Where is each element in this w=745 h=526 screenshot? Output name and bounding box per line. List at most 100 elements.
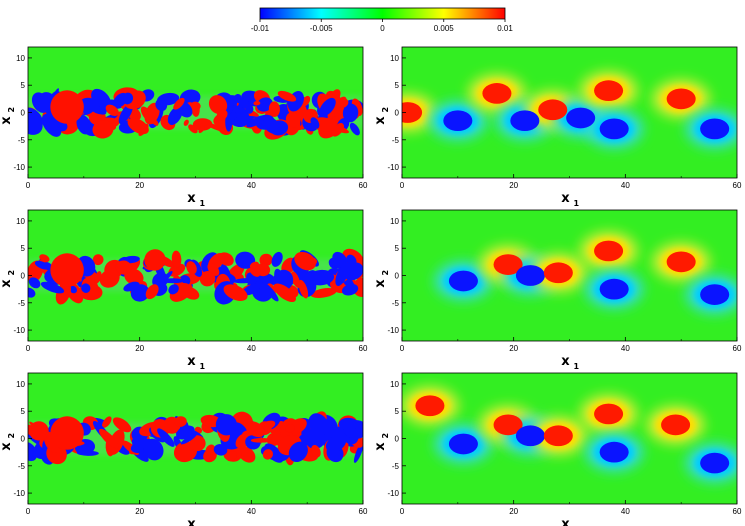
y-tick-label: 0	[395, 435, 400, 444]
y-axis-label: x	[0, 279, 14, 288]
x-tick-label: 40	[621, 507, 630, 516]
vorticity-blob	[288, 441, 308, 463]
vorticity-blob	[226, 451, 238, 462]
y-axis-label-subscript: 2	[381, 107, 390, 113]
vortex-core	[538, 99, 568, 121]
vortex-core	[661, 414, 691, 436]
vorticity-blob	[262, 282, 279, 302]
y-tick-label: 10	[390, 380, 399, 389]
y-tick-label: 10	[16, 380, 25, 389]
y-axis-label: x	[0, 442, 14, 451]
vorticity-blob	[310, 117, 320, 129]
y-tick-label: 10	[390, 217, 399, 226]
colorbar-tick-label: 0	[380, 24, 385, 33]
vorticity-blob	[31, 92, 50, 113]
y-axis-label: x	[0, 116, 14, 125]
vorticity-blob	[285, 424, 295, 433]
x-tick-label: 20	[509, 507, 518, 516]
vorticity-blob	[131, 438, 144, 453]
vorticity-blob	[263, 117, 280, 134]
vorticity-blob	[157, 428, 175, 447]
y-axis-label-group: x2	[373, 107, 390, 125]
x-tick-label: 60	[733, 181, 742, 190]
vortex-core	[448, 270, 478, 292]
vorticity-blob	[198, 125, 206, 134]
vorticity-blob	[28, 107, 43, 132]
vortex-core	[515, 265, 545, 286]
y-axis-label-group: x2	[373, 433, 390, 451]
vorticity-blob	[223, 284, 248, 301]
vorticity-blob	[208, 95, 228, 115]
vortex-core	[599, 118, 629, 140]
y-axis-label: x	[373, 279, 388, 288]
vortex-core	[594, 240, 624, 262]
vorticity-blob	[319, 97, 336, 117]
vorticity-blob	[207, 263, 220, 276]
vorticity-blob	[291, 271, 301, 289]
vortex-core	[599, 278, 629, 300]
y-axis-label-subscript: 2	[381, 433, 390, 439]
vorticity-blob	[183, 119, 189, 126]
vorticity-blob	[155, 98, 168, 112]
vortex-core	[566, 107, 596, 129]
vorticity-blob	[127, 117, 149, 135]
y-tick-label: -5	[18, 462, 26, 471]
vorticity-blob	[242, 283, 261, 296]
vorticity-blob	[235, 251, 256, 269]
vorticity-blob	[216, 109, 228, 121]
vorticity-blob	[145, 284, 159, 300]
y-tick-label: 10	[16, 54, 25, 63]
vorticity-blob	[285, 112, 301, 128]
x-tick-label: 20	[135, 507, 144, 516]
y-tick-label: -10	[387, 326, 399, 335]
vorticity-blob	[277, 90, 297, 102]
vorticity-blob	[188, 124, 198, 134]
vorticity-blob	[28, 277, 41, 289]
vorticity-blob	[144, 249, 166, 271]
vortex-core	[599, 441, 629, 463]
vorticity-blob	[180, 433, 197, 445]
vorticity-blob	[271, 251, 283, 267]
vorticity-blob	[28, 287, 36, 298]
vortex-core	[482, 83, 512, 104]
x-tick-label: 40	[247, 344, 256, 353]
field	[402, 373, 737, 504]
vorticity-blob	[349, 122, 360, 136]
field	[28, 210, 363, 341]
mixing-band	[28, 87, 363, 140]
y-tick-label: 0	[395, 109, 400, 118]
x-tick-label: 20	[509, 344, 518, 353]
colorbar: -0.01 -0.005 0 0.005 0.01	[251, 7, 513, 33]
x-axis-label: x	[561, 517, 570, 526]
vorticity-blob	[87, 104, 107, 115]
vortex-cores	[448, 240, 730, 305]
vorticity-blob	[228, 111, 238, 121]
x-tick-label: 40	[247, 181, 256, 190]
y-axis-label-group: x2	[0, 433, 16, 451]
y-axis-label-subscript: 2	[381, 270, 390, 276]
y-axis-label-group: x2	[0, 270, 16, 288]
vorticity-blob	[99, 428, 119, 449]
colorbar-tick-label: 0.01	[497, 24, 513, 33]
vorticity-blob	[263, 254, 273, 265]
field	[402, 210, 737, 341]
x-tick-label: 60	[733, 507, 742, 516]
mixing-band	[28, 411, 363, 466]
vorticity-blob	[174, 416, 187, 427]
x-axis-label: x	[561, 191, 570, 206]
x-axis-label-subscript: 1	[200, 362, 206, 371]
vorticity-blob	[320, 418, 335, 430]
y-axis-label: x	[373, 442, 388, 451]
field	[28, 47, 363, 178]
vorticity-blob	[186, 261, 197, 275]
vorticity-blob	[168, 284, 179, 295]
x-tick-label: 0	[26, 181, 31, 190]
x-axis-label-subscript: 1	[574, 362, 580, 371]
field	[402, 47, 737, 178]
vorticity-blob	[92, 120, 114, 139]
y-tick-label: 0	[395, 272, 400, 281]
